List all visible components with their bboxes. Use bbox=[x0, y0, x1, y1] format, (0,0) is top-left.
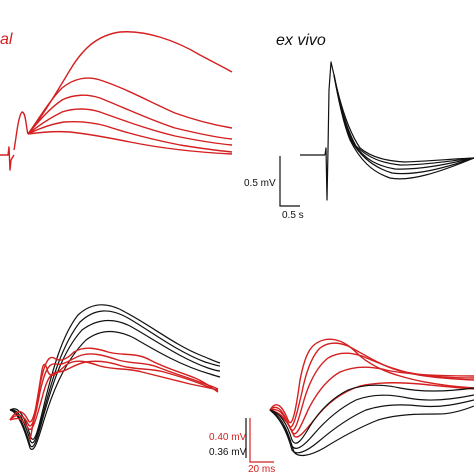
bl-red-1 bbox=[9, 347, 219, 423]
scale-voltage-black-label: 0.36 mV bbox=[209, 447, 247, 458]
scale-bar-bottom-right-red bbox=[249, 418, 274, 463]
scale-voltage-red-label: 0.40 mV bbox=[209, 432, 247, 443]
early-bump bbox=[13, 111, 29, 151]
br-black-4 bbox=[269, 405, 474, 457]
scale-time-red-label: 20 ms bbox=[248, 464, 275, 474]
trace-red-4 bbox=[27, 108, 233, 146]
trace-red-2 bbox=[27, 77, 233, 135]
stimulus-artifact bbox=[0, 146, 15, 171]
br-black-3 bbox=[269, 399, 474, 454]
bl-black-4 bbox=[9, 330, 221, 450]
panel-bottom-right: 0.40 mV 0.36 mV 20 ms bbox=[209, 338, 474, 474]
scale-voltage-label: 0.5 mV bbox=[244, 178, 276, 189]
bl-black-2 bbox=[9, 310, 221, 444]
trace-black-3 bbox=[333, 74, 474, 170]
bl-black-3 bbox=[9, 319, 221, 448]
scale-time-label: 0.5 s bbox=[282, 210, 304, 221]
spike-black bbox=[324, 61, 335, 201]
br-red-5 bbox=[269, 381, 474, 438]
trace-red-5 bbox=[27, 120, 233, 153]
trace-black-5 bbox=[333, 74, 474, 163]
trace-red-3 bbox=[27, 94, 233, 140]
panel-top-left: al bbox=[0, 31, 233, 171]
trace-black-4 bbox=[333, 74, 474, 166]
trace-red-1 bbox=[27, 31, 233, 135]
panel-top-right: ex vivo 0.5 mV 0.5 s bbox=[244, 32, 474, 221]
br-red-1 bbox=[269, 338, 474, 424]
scale-bar-top-right bbox=[279, 156, 300, 207]
bl-black-1 bbox=[9, 304, 221, 440]
trace-black-1 bbox=[333, 74, 474, 180]
panel-top-left-label: al bbox=[0, 31, 13, 48]
bl-red-4 bbox=[29, 360, 219, 441]
trace-red-6 bbox=[27, 130, 233, 155]
br-black-1 bbox=[269, 384, 474, 444]
panel-top-right-label: ex vivo bbox=[276, 32, 326, 49]
bl-red-2 bbox=[9, 353, 219, 427]
panel-bottom-left bbox=[9, 304, 221, 450]
